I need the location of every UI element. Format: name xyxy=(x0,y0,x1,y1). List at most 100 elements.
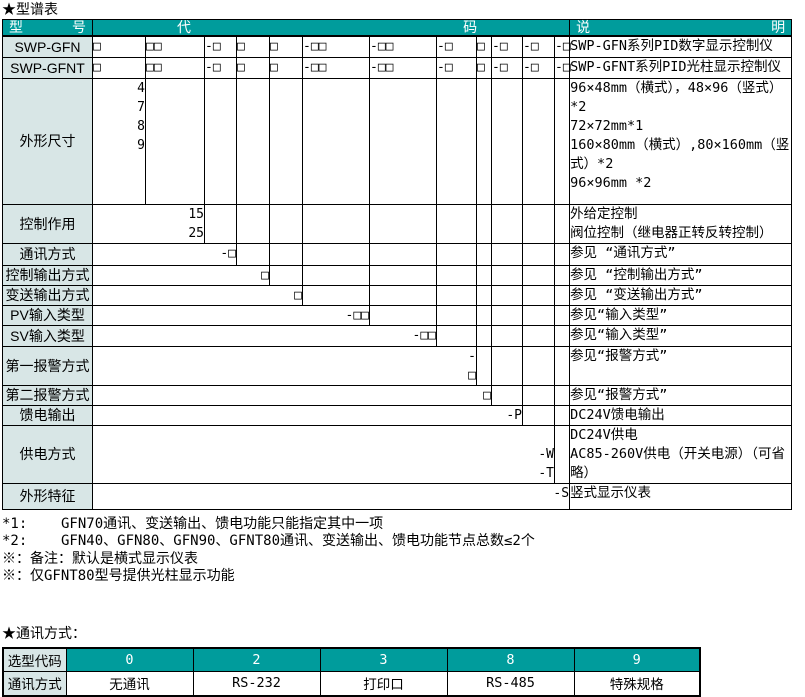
code-empty-cell xyxy=(476,304,492,326)
code-empty-cell xyxy=(522,264,555,286)
header-model-right: 号 xyxy=(72,19,86,35)
code-cell: □ xyxy=(236,35,270,58)
code-value-cell: 4 7 8 9 xyxy=(92,77,146,205)
code-cell: □ xyxy=(476,35,492,58)
footnote-line-1: *1: GFN70通讯、变送输出、馈电功能只能指定其中一项 xyxy=(2,515,384,532)
code-value-line: -□□ xyxy=(412,327,436,343)
description-cell: DC24V馈电输出 xyxy=(569,404,793,426)
row-label: 变送输出方式 xyxy=(2,284,93,306)
description-cell: 96×48mm（横式），48×96（竖式）*2 72×72mm*1 160×80mm… xyxy=(569,77,793,205)
code-cell: □□ xyxy=(145,35,205,58)
code-empty-cell xyxy=(269,264,303,286)
code-empty-cell xyxy=(491,77,523,205)
code-empty-cell xyxy=(553,203,571,244)
code-value-cell: □ xyxy=(92,384,492,406)
code-cell: -□ xyxy=(204,35,237,58)
code-value-line: - xyxy=(468,348,476,364)
code-value-cell: -W -T xyxy=(92,424,555,484)
row-label: 通讯方式 xyxy=(2,242,93,266)
comm-value-cell: 打印口 xyxy=(319,671,448,696)
table-row: 第二报警方式 □ 参见“报警方式” xyxy=(2,384,793,406)
code-cell: -□□ xyxy=(369,35,437,58)
code-empty-cell xyxy=(491,384,523,406)
description-cell: SWP-GFNT系列PID光柱显示控制仪 xyxy=(569,56,793,79)
description-line: 外给定控制 xyxy=(570,205,638,222)
description-cell: 参见 “变送输出方式” xyxy=(569,284,793,306)
code-empty-cell xyxy=(204,203,237,244)
code-empty-cell xyxy=(269,242,303,266)
code-empty-cell xyxy=(553,324,571,347)
code-empty-cell xyxy=(476,242,492,266)
code-empty-cell xyxy=(302,77,370,205)
code-empty-cell xyxy=(522,384,555,406)
code-value-line: 7 xyxy=(137,99,145,115)
table-row: 控制作用 15 25 外给定控制 阀位控制（继电器正转反转控制） xyxy=(2,203,793,244)
description-line: 参见“报警方式” xyxy=(570,386,668,403)
code-empty-cell xyxy=(522,304,555,326)
table-row: SWP-GFNT □ □□ -□ □ □ -□□ -□□ -□ □ -□ -□ -□ SWP-GFNT系列… xyxy=(2,56,793,79)
code-value-line: 15 xyxy=(188,206,204,222)
code-value-cell: □ xyxy=(92,284,303,306)
code-cell: -□ xyxy=(436,56,477,79)
code-value-line: □ xyxy=(483,387,491,403)
comm-section-title: ★通讯方式： xyxy=(2,624,86,641)
description-cell: 参见“输入类型” xyxy=(569,304,793,326)
code-cell: □□ xyxy=(145,56,205,79)
code-empty-cell xyxy=(436,203,477,244)
code-empty-cell xyxy=(145,77,205,205)
code-value-line: 8 xyxy=(137,118,145,134)
header-desc-left: 说 xyxy=(576,19,591,35)
code-value-cell: -□□ xyxy=(92,324,437,347)
code-cell: -□ xyxy=(553,56,571,79)
code-cell: -□ xyxy=(436,35,477,58)
description-cell: 参见“输入类型” xyxy=(569,324,793,347)
header-description: 说 明 xyxy=(569,19,793,37)
description-line: 参见 “控制输出方式” xyxy=(570,266,703,283)
code-empty-cell xyxy=(236,203,270,244)
code-empty-cell xyxy=(553,284,571,306)
code-empty-cell xyxy=(553,242,571,266)
comm-value-cell: 无通讯 xyxy=(65,671,194,696)
description-line: SWP-GFN系列PID数字显示控制仪 xyxy=(570,38,773,54)
code-empty-cell xyxy=(491,324,523,347)
code-cell: □ xyxy=(236,56,270,79)
code-cell: -□ xyxy=(553,35,571,58)
table-row: 外形特征 -S 竖式显示仪表 xyxy=(2,482,793,510)
code-value-cell: -□ xyxy=(92,345,477,386)
code-value-line: -W xyxy=(538,446,554,462)
description-cell: 参见 “控制输出方式” xyxy=(569,264,793,286)
code-value-line: -□□ xyxy=(345,307,369,323)
code-value-line: □ xyxy=(294,287,302,303)
description-cell: 参见 “通讯方式” xyxy=(569,242,793,266)
row-label: 第一报警方式 xyxy=(2,345,93,386)
row-label: 控制作用 xyxy=(2,203,93,244)
description-line: 96×96mm *2 xyxy=(570,174,652,191)
code-cell: □ xyxy=(269,56,303,79)
table-row: 通讯方式 -□ 参见 “通讯方式” xyxy=(2,242,793,266)
code-empty-cell xyxy=(491,284,523,306)
code-cell: □ xyxy=(476,56,492,79)
description-line: SWP-GFNT系列PID光柱显示控制仪 xyxy=(570,58,781,75)
code-empty-cell xyxy=(269,203,303,244)
table-row: PV输入类型 -□□ 参见“输入类型” xyxy=(2,304,793,326)
code-empty-cell xyxy=(302,203,370,244)
code-empty-cell xyxy=(491,203,523,244)
comm-table: 选型代码 0 2 3 8 9 通讯方式 无通讯 RS-232 打印口 RS-48… xyxy=(2,646,701,697)
description-cell: 竖式显示仪表 xyxy=(569,482,793,510)
comm-row-label: 通讯方式 xyxy=(2,671,67,696)
description-line: 参见 “变送输出方式” xyxy=(570,286,703,303)
code-empty-cell xyxy=(369,284,437,306)
code-empty-cell xyxy=(369,264,437,286)
code-empty-cell xyxy=(436,77,477,205)
description-cell: 参见“报警方式” xyxy=(569,384,793,406)
footnote-line-2: *2: GFN40、GFN80、GFN90、GFNT80通讯、变送输出、馈电功能… xyxy=(2,533,535,549)
code-cell: -□ xyxy=(522,35,555,58)
code-empty-cell xyxy=(236,77,270,205)
code-empty-cell xyxy=(553,304,571,326)
code-empty-cell xyxy=(369,203,437,244)
code-cell: -□ xyxy=(491,35,523,58)
code-cell: -□ xyxy=(522,56,555,79)
header-code: 代 码 xyxy=(91,19,571,37)
description-line: DC24V供电 xyxy=(570,426,638,443)
code-empty-cell xyxy=(204,77,237,205)
